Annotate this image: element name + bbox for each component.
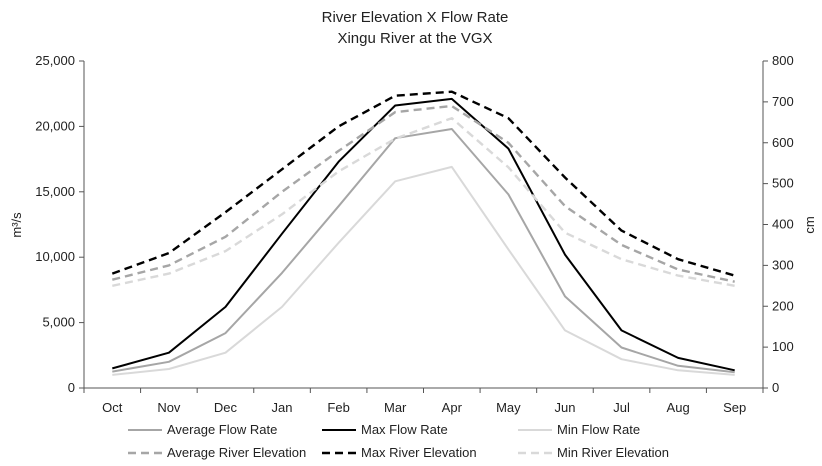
y2-tick-label: 500	[772, 176, 794, 191]
x-tick-label: Oct	[102, 400, 123, 415]
legend-label-min-flow-rate: Min Flow Rate	[557, 422, 640, 437]
y-tick-label: 0	[68, 380, 75, 395]
x-tick-label: Apr	[442, 400, 463, 415]
y-tick-label: 25,000	[35, 53, 75, 68]
y-axis-title: m³/s	[9, 212, 24, 238]
series-line-max-river-elevation	[111, 90, 736, 277]
x-tick-label: Dec	[214, 400, 238, 415]
x-tick-label: Aug	[667, 400, 690, 415]
x-tick-label: Mar	[384, 400, 407, 415]
x-tick-label: Nov	[157, 400, 181, 415]
series-line-min-flow-rate	[112, 165, 735, 376]
legend-label-max-flow-rate: Max Flow Rate	[361, 422, 448, 437]
y2-axis-title: cm	[802, 216, 817, 233]
y2-tick-label: 700	[772, 94, 794, 109]
legend-label-average-flow-rate: Average Flow Rate	[167, 422, 277, 437]
series-line-max-flow-rate	[112, 97, 735, 372]
y2-tick-label: 0	[772, 380, 779, 395]
y-tick-label: 20,000	[35, 118, 75, 133]
series-line-min-river-elevation	[112, 116, 735, 287]
y2-tick-label: 600	[772, 135, 794, 150]
legend-label-max-river-elevation: Max River Elevation	[361, 445, 477, 460]
y2-tick-label: 200	[772, 298, 794, 313]
y2-tick-label: 800	[772, 53, 794, 68]
series-line-average-river-elevation	[112, 104, 735, 283]
y2-tick-label: 300	[772, 257, 794, 272]
legend-label-average-river-elevation: Average River Elevation	[167, 445, 306, 460]
legend-label-min-river-elevation: Min River Elevation	[557, 445, 669, 460]
x-tick-label: Jan	[272, 400, 293, 415]
series-line-average-flow-rate	[112, 128, 735, 374]
x-tick-label: May	[496, 400, 521, 415]
y-tick-label: 5,000	[42, 315, 75, 330]
chart-title: River Elevation X Flow Rate	[322, 9, 509, 26]
x-tick-label: Sep	[723, 400, 746, 415]
x-tick-label: Jun	[554, 400, 575, 415]
x-tick-label: Jul	[613, 400, 630, 415]
chart-subtitle: Xingu River at the VGX	[337, 30, 492, 47]
x-tick-label: Feb	[327, 400, 349, 415]
y2-tick-label: 400	[772, 217, 794, 232]
y2-tick-label: 100	[772, 339, 794, 354]
y-tick-label: 15,000	[35, 184, 75, 199]
y-tick-label: 10,000	[35, 249, 75, 264]
